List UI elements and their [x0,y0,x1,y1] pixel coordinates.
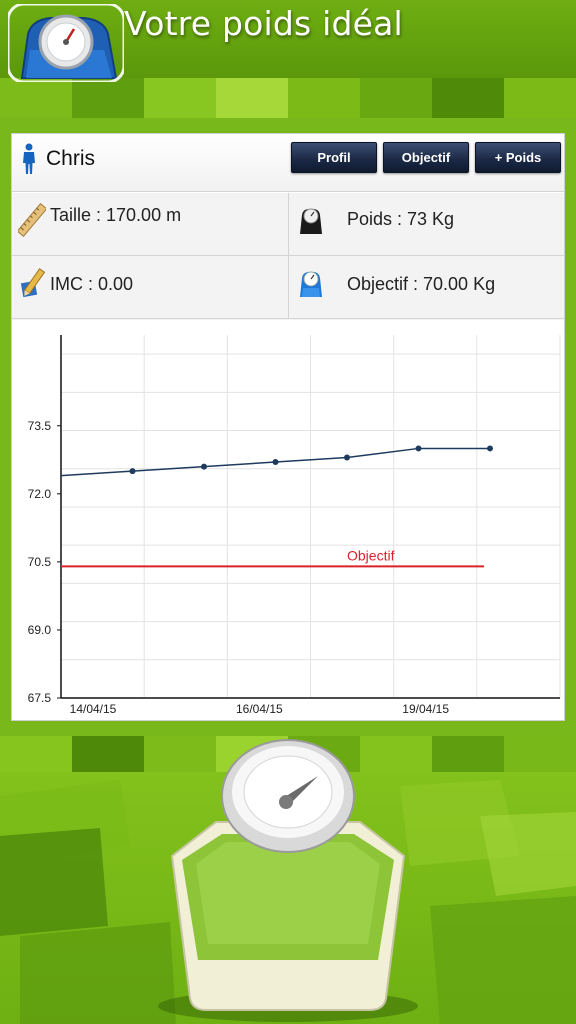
main-panel: Chris Profil Objectif + Poids Taille : 1… [11,133,565,721]
profile-button[interactable]: Profil [291,142,377,173]
bmi-value: IMC : 0.00 [50,274,134,294]
goal-button[interactable]: Objectif [383,142,469,173]
bmi-stat: IMC : 0.00 [12,256,288,319]
stats-grid: Taille : 170.00 m Poids : 73 Kg IMC : 0.… [12,193,564,320]
weight-data-point [344,454,350,461]
header-tile-strip [0,78,576,118]
goal-stat: Objectif : 70.00 Kg [288,256,564,319]
person-icon [23,143,35,174]
weight-stat: Poids : 73 Kg [288,193,564,256]
blue-scale-icon [300,271,322,297]
weight-chart-svg: 67.5 69.0 70.5 72.0 73.5 14/04/15 16/04/15 19/0… [28,335,561,716]
y-tick-label: 73.5 [28,419,52,433]
floor-background [0,736,576,1024]
weight-data-point [415,445,422,452]
y-tick-label: 69.0 [28,623,52,637]
weight-chart: 67.5 69.0 70.5 72.0 73.5 14/04/15 16/04/15 19/0… [12,321,564,720]
weight-value: Poids : 73 Kg [347,209,455,229]
height-value: Taille : 170.00 m [50,205,182,225]
y-tick-label: 67.5 [28,691,52,705]
bmi-ruler-pencil-icon [20,268,46,298]
height-stat: Taille : 170.00 m [12,193,288,256]
goal-line-label: Objectif [347,547,395,563]
app-header: Votre poids idéal [0,0,576,118]
ruler-icon [18,203,46,237]
weight-data-point [487,445,493,452]
app-logo-scale-icon [8,4,124,82]
black-scale-icon [300,208,322,234]
user-row: Chris Profil Objectif + Poids [12,134,564,192]
weight-data-point [272,459,279,466]
weight-data-point [201,463,207,470]
y-tick-label: 72.0 [28,487,52,501]
add-weight-button[interactable]: + Poids [475,142,561,173]
goal-value: Objectif : 70.00 Kg [347,274,496,294]
weight-data-point [129,468,136,475]
app-title: Votre poids idéal [124,4,403,43]
x-tick-label: 19/04/15 [402,702,449,716]
x-tick-label: 14/04/15 [70,702,117,716]
user-name: Chris [46,147,96,170]
y-tick-label: 70.5 [28,555,52,569]
x-tick-label: 16/04/15 [236,702,283,716]
decorative-floor-and-scale [0,739,576,1024]
